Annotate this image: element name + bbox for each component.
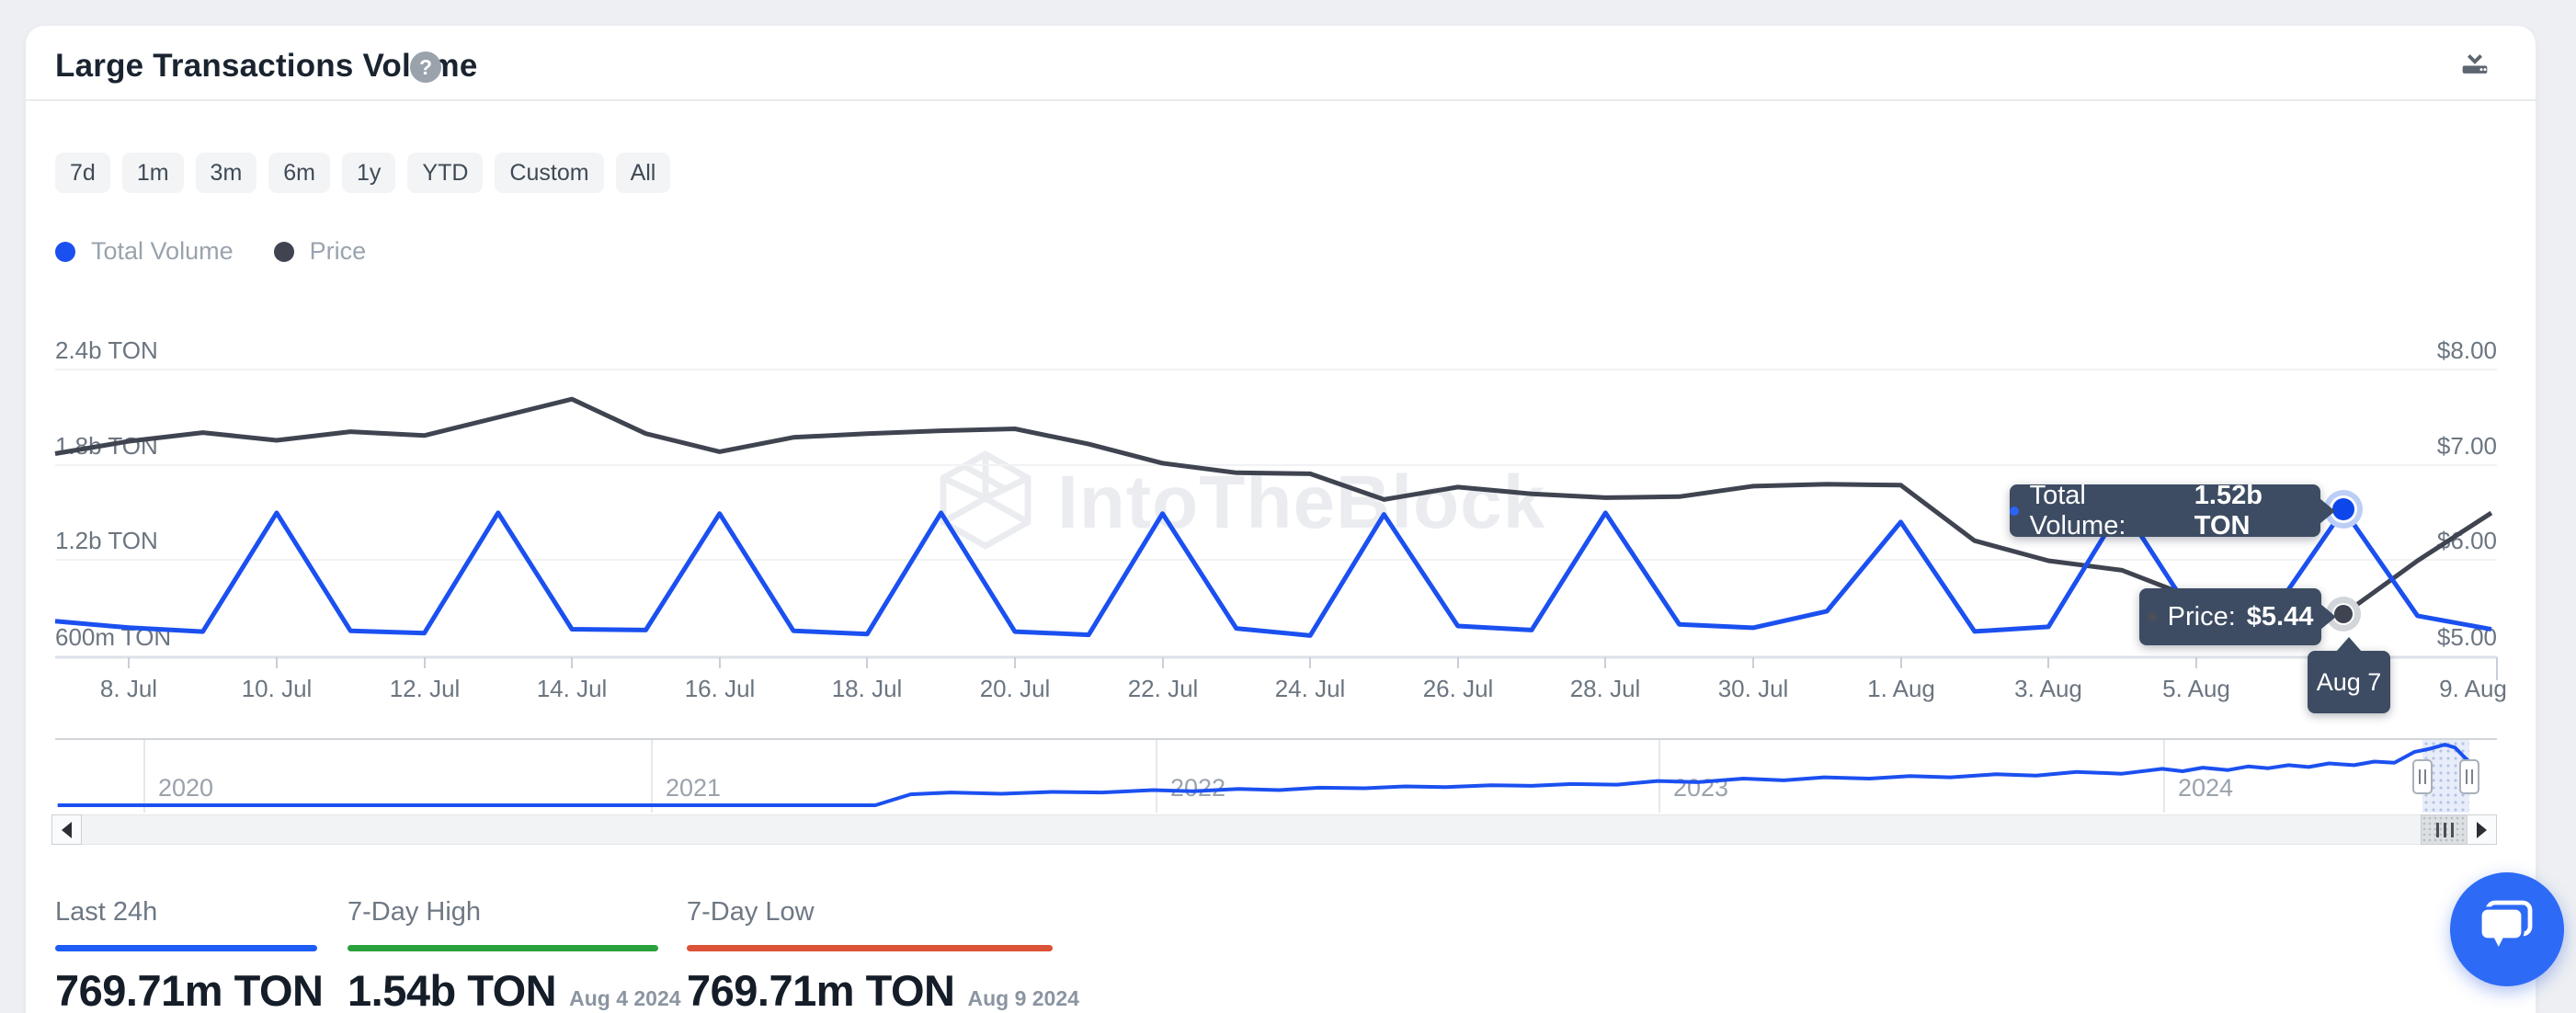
range-button-3m[interactable]: 3m xyxy=(195,153,257,193)
x-axis-label: 18. Jul xyxy=(831,675,903,702)
scrollbar-right-arrow[interactable] xyxy=(2467,814,2497,845)
range-button-1m[interactable]: 1m xyxy=(121,153,184,193)
stat-7-day-high: 1.54b TON Aug 4 2024 xyxy=(348,965,681,1013)
left-arrow-icon xyxy=(62,821,72,838)
stat-value: 1.54b TON xyxy=(348,966,557,1013)
y-axis-label-right: $6.00 xyxy=(2436,527,2497,554)
chart-legend: Total Volume Price xyxy=(55,237,366,266)
stat-last-24h: 769.71m TON xyxy=(55,965,324,1013)
scrollbar-track[interactable] xyxy=(51,814,2497,845)
y-axis-label-right: $7.00 xyxy=(2436,432,2497,460)
tooltip-arrow xyxy=(2320,497,2335,524)
page-title: Large Transactions Volume xyxy=(55,48,478,84)
header-divider xyxy=(26,99,2536,101)
x-axis-label: 24. Jul xyxy=(1274,675,1346,702)
stat-underline-last-24h xyxy=(55,945,317,951)
x-axis-label: 3. Aug xyxy=(2014,675,2082,702)
tooltip-series-dot xyxy=(2147,612,2157,621)
navigator-year-gridline xyxy=(1658,740,1660,813)
legend-label: Total Volume xyxy=(91,237,234,265)
x-axis-label: 26. Jul xyxy=(1422,675,1494,702)
navigator-year-label: 2022 xyxy=(1170,774,1226,802)
y-axis-label-left: 1.8b TON xyxy=(55,432,158,460)
x-axis-label: 8. Jul xyxy=(99,675,158,702)
range-button-6m[interactable]: 6m xyxy=(268,153,331,193)
x-axis-label: 10. Jul xyxy=(241,675,313,702)
stat-underline-7-day-high xyxy=(348,945,658,951)
navigator-year-label: 2024 xyxy=(2178,774,2234,802)
tooltip-label: Total Volume: xyxy=(2029,480,2126,541)
legend-dot-total-volume xyxy=(55,241,75,262)
x-axis-label: 12. Jul xyxy=(389,675,461,702)
stat-date: Aug 9 2024 xyxy=(967,986,1079,1010)
stat-label-7-day-low: 7-Day Low xyxy=(687,897,815,927)
navigator-year-label: 2020 xyxy=(158,774,214,802)
navigator-year-gridline xyxy=(651,740,653,813)
y-axis-label-left: 2.4b TON xyxy=(55,336,158,364)
navigator-year-gridline xyxy=(2163,740,2165,813)
x-axis-label: 20. Jul xyxy=(979,675,1051,702)
navigator-right-handle[interactable] xyxy=(2459,759,2479,794)
tooltip-value: 1.52b TON xyxy=(2194,480,2263,541)
right-arrow-icon xyxy=(2477,821,2487,838)
stat-label-last-24h: Last 24h xyxy=(55,897,158,927)
range-button-ytd[interactable]: YTD xyxy=(407,153,484,193)
tooltip-price: Price: $5.44 xyxy=(2139,588,2336,645)
tooltip-date-badge: Aug 7 xyxy=(2308,637,2390,713)
tooltip-arrow xyxy=(2336,637,2362,652)
legend-dot-price xyxy=(273,241,294,262)
chat-bubble-icon xyxy=(2477,899,2537,961)
help-icon[interactable]: ? xyxy=(410,51,441,83)
legend-item-total-volume[interactable]: Total Volume xyxy=(55,237,234,266)
x-axis-label: 16. Jul xyxy=(684,675,756,702)
navigator-year-gridline xyxy=(143,740,145,813)
y-axis-label-right: $8.00 xyxy=(2436,336,2497,364)
stat-date: Aug 4 2024 xyxy=(569,986,681,1010)
intotheblock-logo-icon xyxy=(938,449,1033,556)
x-axis-label: 9. Aug xyxy=(2439,675,2507,702)
tooltip-label: Price: xyxy=(2167,601,2236,632)
time-range-selector: 7d 1m 3m 6m 1y YTD Custom All xyxy=(55,153,671,193)
navigator-left-handle[interactable] xyxy=(2412,759,2433,794)
range-button-7d[interactable]: 7d xyxy=(55,153,110,193)
navigator-year-label: 2023 xyxy=(1673,774,1729,802)
watermark-text: IntoTheBlock xyxy=(1057,460,1546,544)
download-icon xyxy=(2456,40,2493,82)
stat-value: 769.71m TON xyxy=(55,966,324,1013)
download-button[interactable] xyxy=(2453,39,2497,83)
legend-item-price[interactable]: Price xyxy=(273,237,367,266)
y-axis-label-left: 1.2b TON xyxy=(55,527,158,554)
range-button-custom[interactable]: Custom xyxy=(495,153,604,193)
watermark: IntoTheBlock xyxy=(938,449,1545,556)
legend-label: Price xyxy=(309,237,367,265)
x-axis-label: 5. Aug xyxy=(2162,675,2230,702)
range-button-all[interactable]: All xyxy=(615,153,671,193)
tooltip-date-text: Aug 7 xyxy=(2316,667,2382,696)
stat-7-day-low: 769.71m TON Aug 9 2024 xyxy=(687,965,1079,1013)
x-axis-label: 28. Jul xyxy=(1569,675,1641,702)
x-axis-label: 14. Jul xyxy=(536,675,608,702)
x-axis-label: 30. Jul xyxy=(1717,675,1789,702)
y-axis-label-right: $5.00 xyxy=(2436,623,2497,651)
scrollbar-left-arrow[interactable] xyxy=(51,814,82,845)
x-axis-label: 22. Jul xyxy=(1127,675,1199,702)
y-axis-label-left: 600m TON xyxy=(55,623,172,651)
x-axis-label: 1. Aug xyxy=(1867,675,1935,702)
navigator-year-label: 2021 xyxy=(666,774,722,802)
range-button-1y[interactable]: 1y xyxy=(342,153,396,193)
stat-label-7-day-high: 7-Day High xyxy=(348,897,482,927)
tooltip-series-dot xyxy=(2010,506,2019,516)
chat-widget-button[interactable] xyxy=(2450,872,2564,986)
tooltip-arrow xyxy=(2320,604,2336,630)
navigator-top-border xyxy=(55,738,2497,740)
tooltip-value: $5.44 xyxy=(2246,601,2314,632)
navigator-year-gridline xyxy=(1156,740,1157,813)
stat-underline-7-day-low xyxy=(687,945,1053,951)
stat-value: 769.71m TON xyxy=(687,966,955,1013)
tooltip-total-volume: Total Volume: 1.52b TON xyxy=(2010,481,2335,541)
scrollbar-thumb[interactable] xyxy=(2421,814,2468,845)
